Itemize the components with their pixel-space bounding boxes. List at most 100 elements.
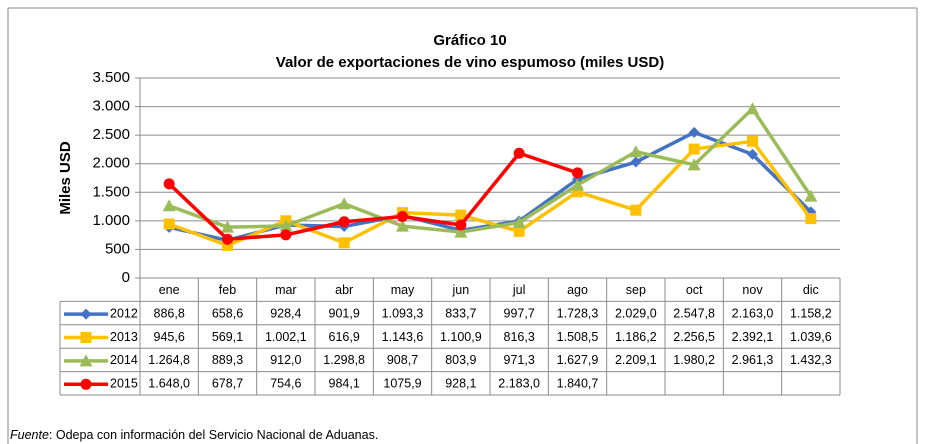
source-note: Fuente: Odepa con información del Servic… xyxy=(10,428,378,442)
table-cell: 2.209,1 xyxy=(615,353,657,367)
marker xyxy=(397,211,408,223)
marker xyxy=(747,135,758,147)
marker xyxy=(338,237,350,249)
chart-title: Gráfico 10 xyxy=(433,32,506,49)
y-tick-label: 2.000 xyxy=(92,155,130,172)
source-label: Fuente xyxy=(10,428,49,442)
legend-label: 2013 xyxy=(110,330,138,344)
x-tick-label: abr xyxy=(335,283,353,297)
table-cell: 569,1 xyxy=(212,330,243,344)
marker xyxy=(455,219,467,231)
table-cell: 658,6 xyxy=(212,306,243,320)
marker xyxy=(280,229,292,241)
y-tick-label: 500 xyxy=(105,240,130,257)
marker xyxy=(222,233,233,245)
table-cell: 1.264,8 xyxy=(148,353,190,367)
table-cell: 1.648,0 xyxy=(148,377,190,391)
legend-marker xyxy=(79,354,93,367)
series-line xyxy=(168,139,813,248)
marker xyxy=(279,219,293,232)
table-cell: 1.158,2 xyxy=(790,306,832,320)
table-cell: 2.029,0 xyxy=(615,306,657,320)
x-tick-label: jun xyxy=(451,283,469,297)
marker xyxy=(572,186,583,198)
table-cell: 984,1 xyxy=(329,377,360,391)
marker xyxy=(804,189,818,202)
marker xyxy=(512,215,526,228)
marker xyxy=(337,197,351,210)
x-tick-label: feb xyxy=(219,283,236,297)
marker xyxy=(222,239,233,251)
table-cell: 1.039,6 xyxy=(790,330,832,344)
marker xyxy=(221,220,234,233)
marker xyxy=(162,199,176,212)
marker xyxy=(571,178,584,191)
marker xyxy=(338,216,350,228)
table-cell: 2.163,0 xyxy=(732,306,774,320)
table-cell: 889,3 xyxy=(212,353,243,367)
marker xyxy=(513,147,525,159)
table-cell: 1.627,9 xyxy=(557,353,599,367)
table-cell: 833,7 xyxy=(445,306,476,320)
y-tick-label: 3.500 xyxy=(92,69,130,86)
marker xyxy=(805,213,817,225)
table-cell: 912,0 xyxy=(270,353,301,367)
x-tick-label: mar xyxy=(275,283,297,297)
marker xyxy=(455,209,467,221)
table-cell: 945,6 xyxy=(154,330,185,344)
x-tick-label: nov xyxy=(742,283,763,297)
table-cell: 928,1 xyxy=(445,377,476,391)
table-cell: 678,7 xyxy=(212,377,243,391)
series-line xyxy=(168,107,813,234)
marker xyxy=(747,148,758,160)
legend-label: 2012 xyxy=(110,306,138,320)
marker xyxy=(163,218,175,230)
legend-label: 2015 xyxy=(110,377,138,391)
table-cell: 1.508,5 xyxy=(557,330,599,344)
x-tick-label: sep xyxy=(626,283,646,297)
table-cell: 997,7 xyxy=(504,306,535,320)
marker xyxy=(688,143,700,155)
table-cell: 2.183,0 xyxy=(498,377,540,391)
legend-marker xyxy=(80,308,92,320)
table-cell: 1075,9 xyxy=(383,377,421,391)
table-cell: 1.980,2 xyxy=(673,353,715,367)
x-tick-label: ago xyxy=(567,283,588,297)
legend-marker xyxy=(80,378,92,390)
table-cell: 1.840,7 xyxy=(557,377,599,391)
table-cell: 971,3 xyxy=(504,353,535,367)
marker xyxy=(629,145,643,158)
table-cell: 2.256,5 xyxy=(673,330,715,344)
table-cell: 1.100,9 xyxy=(440,330,482,344)
marker xyxy=(454,225,468,238)
table-cell: 616,9 xyxy=(329,330,360,344)
table-cell: 1.728,3 xyxy=(557,306,599,320)
table-cell: 1.298,8 xyxy=(323,353,365,367)
marker xyxy=(396,219,409,232)
source-text: : Odepa con información del Servicio Nac… xyxy=(49,428,378,442)
table-cell: 928,4 xyxy=(270,306,301,320)
y-tick-label: 0 xyxy=(122,269,130,286)
table-cell: 2.547,8 xyxy=(673,306,715,320)
x-tick-label: jul xyxy=(512,283,526,297)
x-tick-label: oct xyxy=(686,283,703,297)
table-cell: 2.392,1 xyxy=(732,330,774,344)
table-cell: 2.961,3 xyxy=(732,353,774,367)
y-tick-label: 1.000 xyxy=(92,212,130,229)
marker xyxy=(572,167,583,179)
table-cell: 1.432,3 xyxy=(790,353,832,367)
series-line xyxy=(167,151,579,241)
marker xyxy=(630,156,642,168)
table-cell: 816,3 xyxy=(504,330,535,344)
table-cell: 1.143,6 xyxy=(382,330,424,344)
legend-label: 2014 xyxy=(110,353,138,367)
table-cell: 1.002,1 xyxy=(265,330,307,344)
x-tick-label: ene xyxy=(159,283,180,297)
table-cell: 803,9 xyxy=(445,353,476,367)
marker xyxy=(163,178,175,190)
y-tick-label: 3.000 xyxy=(92,98,130,115)
chart-subtitle: Valor de exportaciones de vino espumoso … xyxy=(276,54,664,71)
table-cell: 754,6 xyxy=(270,377,301,391)
y-axis-label: Miles USD xyxy=(57,141,74,215)
